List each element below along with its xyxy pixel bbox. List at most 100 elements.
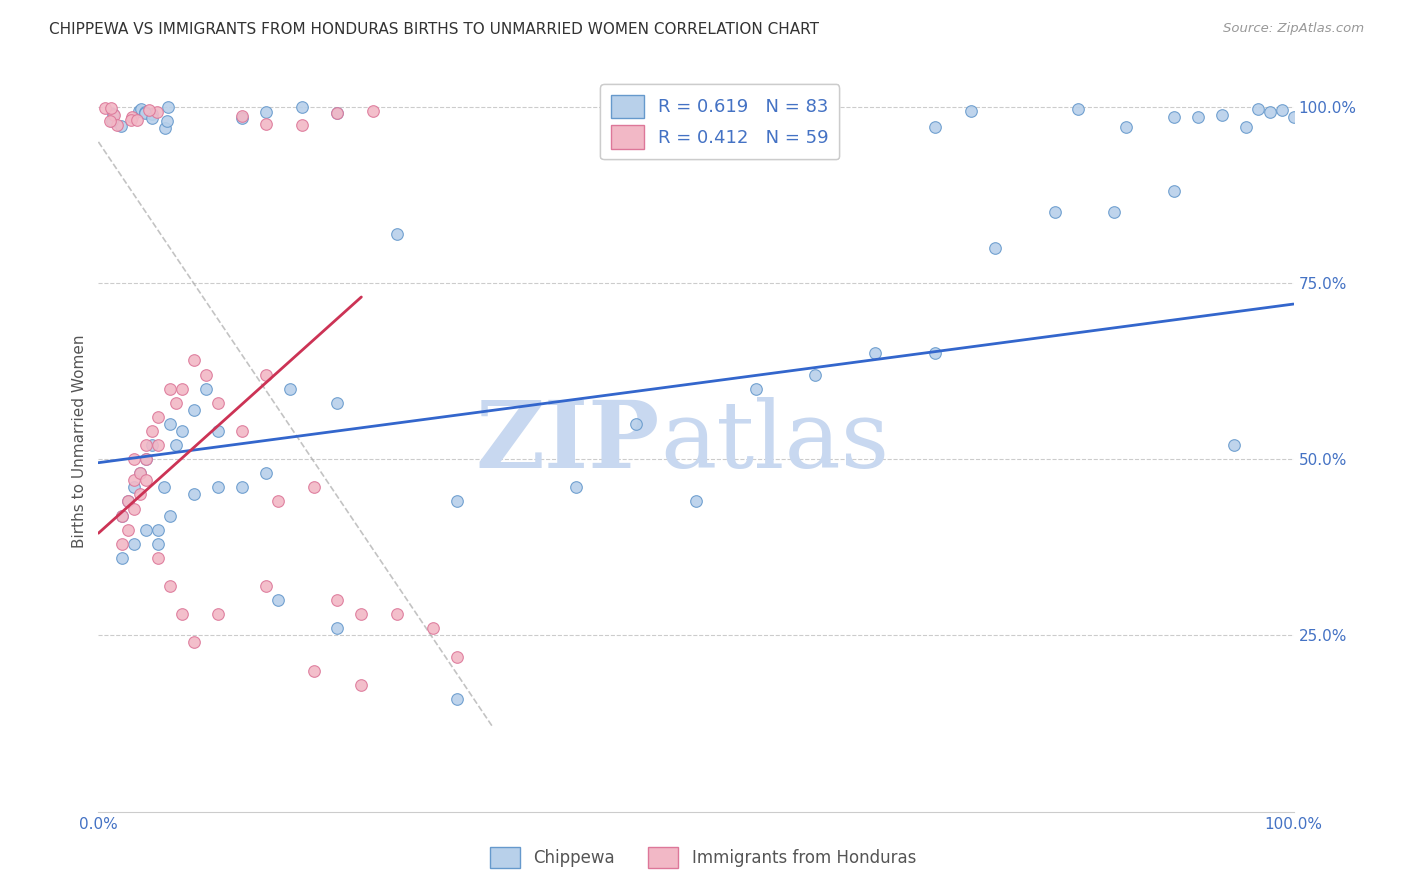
- Point: [446, 494, 468, 508]
- Point: [134, 105, 156, 120]
- Point: [446, 692, 468, 706]
- Point: [183, 635, 205, 649]
- Point: [207, 396, 229, 410]
- Point: [326, 396, 349, 410]
- Point: [685, 494, 707, 508]
- Point: [129, 467, 152, 481]
- Point: [135, 523, 157, 537]
- Point: [124, 452, 146, 467]
- Point: [1104, 205, 1126, 219]
- Text: CHIPPEWA VS IMMIGRANTS FROM HONDURAS BIRTHS TO UNMARRIED WOMEN CORRELATION CHART: CHIPPEWA VS IMMIGRANTS FROM HONDURAS BIR…: [49, 22, 820, 37]
- Point: [156, 114, 179, 128]
- Point: [326, 106, 349, 120]
- Point: [159, 382, 181, 396]
- Point: [100, 114, 122, 128]
- Point: [984, 241, 1007, 255]
- Point: [165, 438, 187, 452]
- Point: [141, 438, 163, 452]
- Point: [326, 593, 349, 607]
- Point: [145, 104, 167, 119]
- Point: [207, 607, 229, 622]
- Point: [183, 487, 205, 501]
- Point: [626, 417, 648, 431]
- Point: [1234, 120, 1257, 134]
- Point: [183, 402, 205, 417]
- Point: [363, 103, 385, 118]
- Point: [135, 473, 157, 487]
- Point: [1163, 111, 1185, 125]
- Point: [125, 112, 148, 127]
- Point: [156, 100, 179, 114]
- Point: [159, 579, 181, 593]
- Point: [183, 353, 205, 368]
- Point: [101, 107, 124, 121]
- Text: Source: ZipAtlas.com: Source: ZipAtlas.com: [1223, 22, 1364, 36]
- Point: [141, 111, 163, 125]
- Point: [254, 368, 277, 382]
- Point: [111, 550, 134, 565]
- Point: [231, 112, 253, 126]
- Point: [1115, 120, 1137, 135]
- Point: [1271, 103, 1294, 118]
- Point: [709, 103, 731, 118]
- Point: [207, 424, 229, 438]
- Point: [326, 106, 349, 120]
- Point: [804, 368, 827, 382]
- Point: [1187, 110, 1209, 124]
- Point: [141, 107, 163, 121]
- Point: [1211, 108, 1233, 122]
- Point: [302, 480, 325, 494]
- Point: [254, 105, 277, 120]
- Point: [302, 664, 325, 678]
- Point: [117, 494, 139, 508]
- Point: [135, 452, 157, 467]
- Point: [110, 119, 132, 133]
- Point: [117, 494, 139, 508]
- Point: [1163, 184, 1185, 198]
- Point: [745, 382, 768, 396]
- Point: [422, 621, 444, 635]
- Point: [124, 473, 146, 487]
- Point: [865, 346, 887, 360]
- Point: [153, 480, 176, 494]
- Point: [195, 368, 218, 382]
- Point: [135, 438, 157, 452]
- Point: [446, 649, 468, 664]
- Point: [267, 494, 290, 508]
- Point: [1043, 205, 1066, 219]
- Legend: Chippewa, Immigrants from Honduras: Chippewa, Immigrants from Honduras: [484, 840, 922, 875]
- Point: [231, 424, 253, 438]
- Point: [153, 120, 176, 135]
- Point: [159, 417, 181, 431]
- Point: [148, 550, 170, 565]
- Point: [124, 501, 146, 516]
- Point: [1247, 102, 1270, 116]
- Text: ZIP: ZIP: [475, 397, 661, 486]
- Point: [385, 607, 409, 622]
- Point: [124, 537, 146, 551]
- Point: [103, 108, 125, 122]
- Point: [254, 467, 277, 481]
- Point: [148, 523, 170, 537]
- Point: [138, 103, 160, 117]
- Point: [195, 382, 218, 396]
- Point: [135, 452, 157, 467]
- Point: [129, 103, 152, 117]
- Point: [159, 508, 181, 523]
- Point: [291, 118, 314, 132]
- Point: [105, 118, 128, 132]
- Point: [1223, 438, 1246, 452]
- Point: [141, 424, 163, 438]
- Point: [385, 227, 409, 241]
- Legend: R = 0.619   N = 83, R = 0.412   N = 59: R = 0.619 N = 83, R = 0.412 N = 59: [600, 84, 839, 160]
- Point: [111, 508, 134, 523]
- Point: [326, 621, 349, 635]
- Point: [100, 114, 122, 128]
- Point: [148, 409, 170, 424]
- Point: [207, 480, 229, 494]
- Point: [254, 579, 277, 593]
- Point: [350, 678, 373, 692]
- Point: [111, 508, 134, 523]
- Point: [1067, 102, 1090, 116]
- Point: [231, 109, 253, 123]
